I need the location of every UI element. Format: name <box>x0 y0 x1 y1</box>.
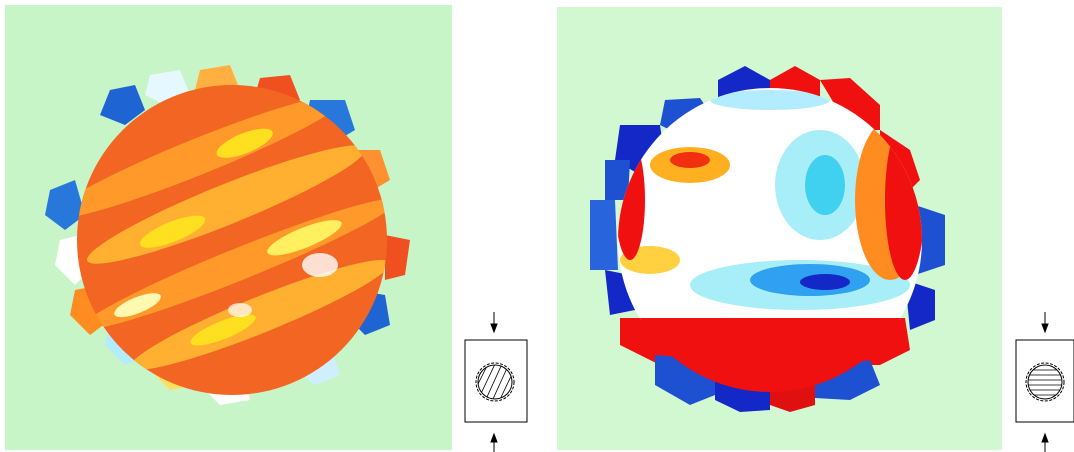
left-inset <box>464 312 528 452</box>
field-map <box>77 85 387 395</box>
left-panel <box>5 5 452 450</box>
field-map <box>618 88 922 392</box>
right-inset <box>1015 312 1074 452</box>
right-panel <box>557 7 1002 450</box>
